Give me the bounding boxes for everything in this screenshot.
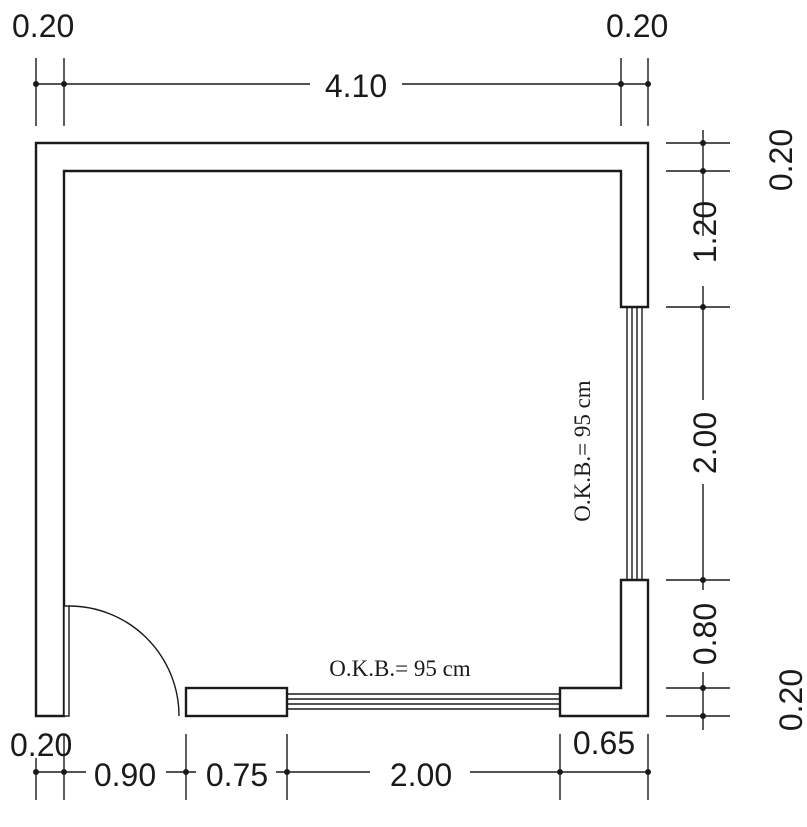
window-note-bottom: O.K.B.= 95 cm	[329, 656, 470, 681]
dim-top-left: 0.20	[12, 8, 74, 44]
dim-right-top: 0.20	[763, 129, 799, 191]
dimension-bottom: 0.20 0.90 0.75 2.00 0.65	[10, 725, 651, 800]
dim-right-window: 2.00	[687, 412, 723, 474]
window-note-right: O.K.B.= 95 cm	[570, 380, 595, 521]
dimension-top: 0.20 0.20 4.10	[12, 8, 668, 126]
dim-bottom-window: 2.00	[390, 757, 452, 793]
window-right	[626, 307, 643, 580]
door	[63, 605, 180, 717]
dim-right-lower: 0.80	[687, 603, 723, 665]
window-bottom	[287, 693, 560, 710]
dim-top-width: 4.10	[325, 68, 387, 104]
dim-top-right: 0.20	[606, 8, 668, 44]
dim-right-upper: 1.20	[687, 201, 723, 263]
dim-bottom-pier: 0.75	[206, 757, 268, 793]
dim-right-bottom: 0.20	[773, 669, 807, 731]
door-leaf	[63, 605, 70, 717]
dim-bottom-door: 0.90	[94, 757, 156, 793]
door-swing-arc	[68, 605, 180, 717]
wall-bottom-pier	[184, 686, 289, 718]
dim-bottom-right: 0.65	[573, 725, 635, 761]
dim-bottom-wall: 0.20	[10, 727, 72, 763]
wall-right-lower	[558, 578, 650, 718]
wall-left-top-right	[34, 141, 650, 718]
dimension-right: 0.20 1.20 2.00 0.80 0.20	[666, 129, 807, 731]
